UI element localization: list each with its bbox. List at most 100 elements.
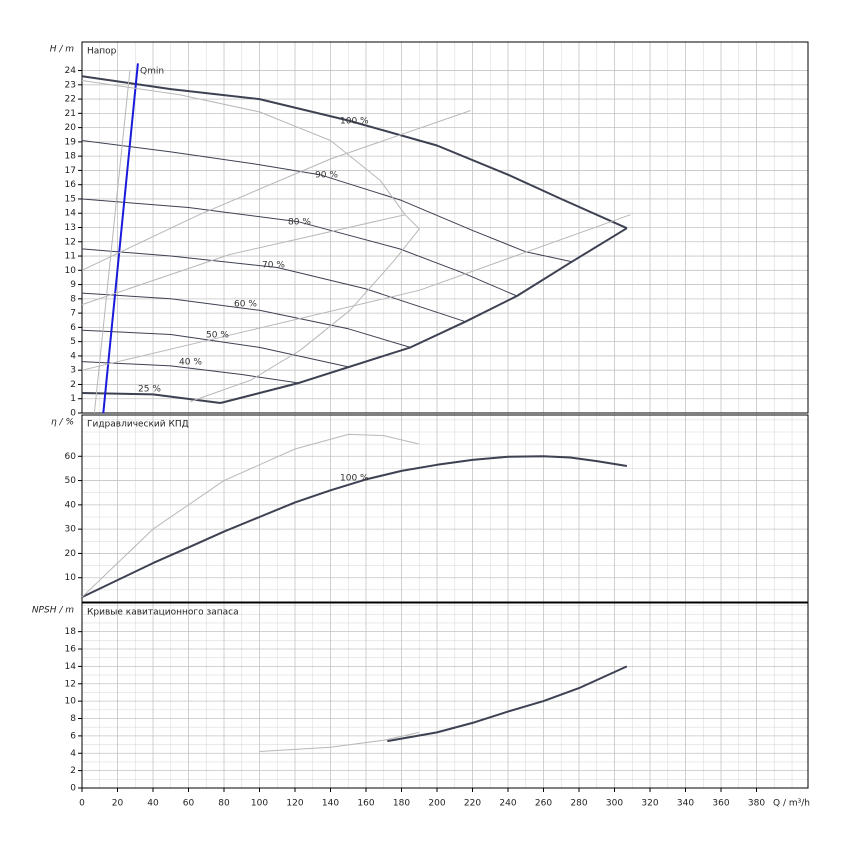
y-tick-label: 60 [65, 452, 77, 462]
y-tick-label: 14 [65, 209, 77, 219]
curve-label: 100 % [340, 117, 369, 127]
x-tick-label: 20 [112, 799, 124, 809]
curve-label: 60 % [234, 300, 257, 310]
y-tick-label: 12 [65, 679, 76, 689]
y-tick-label: 10 [65, 266, 77, 276]
y-tick-label: 16 [65, 180, 77, 190]
y-axis-label: NPSH / m [32, 606, 74, 616]
y-tick-label: 10 [65, 697, 77, 707]
curve [81, 198, 518, 297]
curve [93, 70, 131, 414]
x-tick-label: 80 [218, 799, 230, 809]
y-tick-label: 1 [70, 394, 76, 404]
panel-frame [81, 414, 809, 603]
curve [81, 455, 628, 599]
curve [81, 140, 573, 263]
y-tick-label: 18 [65, 627, 77, 637]
y-tick-label: 4 [70, 749, 76, 759]
y-tick-label: 10 [65, 573, 77, 583]
y-tick-label: 16 [65, 645, 77, 655]
y-tick-label: 6 [70, 731, 76, 741]
x-tick-label: 240 [499, 799, 516, 809]
panel-frame [81, 602, 809, 789]
curve [81, 361, 299, 384]
panel-title: Кривые кавитационного запаса [87, 608, 239, 618]
x-tick-label: 300 [606, 799, 623, 809]
x-tick-label: 40 [147, 799, 159, 809]
x-tick-label: 320 [641, 799, 658, 809]
curve [81, 329, 351, 368]
y-tick-label: 23 [65, 80, 76, 90]
curve [81, 248, 466, 323]
x-tick-label: 0 [79, 799, 85, 809]
x-tick-label: 140 [322, 799, 339, 809]
y-tick-label: 8 [70, 294, 76, 304]
y-tick-label: 30 [65, 525, 77, 535]
x-tick-label: 260 [535, 799, 552, 809]
y-tick-label: 2 [70, 766, 76, 776]
panel-title: Гидравлический КПД [87, 420, 189, 430]
curve [220, 227, 628, 404]
curve [81, 214, 406, 306]
y-axis-label: H / m [50, 45, 75, 55]
y-tick-label: 7 [70, 309, 76, 319]
x-tick-label: 100 [251, 799, 268, 809]
y-tick-label: 15 [65, 194, 76, 204]
curve [81, 75, 628, 230]
x-tick-label: 220 [464, 799, 481, 809]
y-tick-label: 14 [65, 662, 77, 672]
y-tick-label: 0 [70, 409, 76, 419]
x-tick-label: 120 [286, 799, 303, 809]
y-tick-label: 11 [65, 252, 76, 262]
y-tick-label: 8 [70, 714, 76, 724]
curve [259, 731, 420, 752]
y-tick-label: 4 [70, 351, 76, 361]
x-tick-label: 60 [183, 799, 195, 809]
curve [81, 433, 420, 598]
curve [81, 214, 631, 371]
x-tick-label: 160 [357, 799, 374, 809]
y-tick-label: 9 [70, 280, 76, 290]
x-tick-label: 360 [712, 799, 729, 809]
x-axis-label: Q / m³/h [773, 799, 810, 809]
curve-label: 50 % [206, 331, 229, 341]
curve-label: Qmin [140, 67, 164, 77]
curve-label: 80 % [288, 218, 311, 228]
y-tick-label: 19 [65, 137, 77, 147]
y-tick-label: 17 [65, 166, 76, 176]
y-tick-label: 3 [70, 366, 76, 376]
y-tick-label: 50 [65, 476, 77, 486]
curve-label: 100 % [340, 474, 369, 484]
x-tick-label: 180 [393, 799, 410, 809]
x-tick-label: 280 [570, 799, 587, 809]
curve [387, 665, 628, 743]
curve [81, 110, 471, 271]
curve-label: 90 % [315, 171, 338, 181]
panel-title: Напор [87, 47, 117, 57]
curve-label: 25 % [138, 385, 161, 395]
y-tick-label: 20 [65, 549, 77, 559]
y-tick-label: 22 [65, 95, 76, 105]
y-tick-label: 13 [65, 223, 76, 233]
x-tick-label: 380 [748, 799, 765, 809]
y-tick-label: 6 [70, 323, 76, 333]
y-tick-label: 20 [65, 123, 77, 133]
panel-frame [81, 41, 809, 414]
curve [81, 80, 420, 403]
curve-label: 70 % [262, 261, 285, 271]
y-axis-label: η / % [51, 418, 74, 428]
y-tick-label: 21 [65, 109, 76, 119]
x-tick-label: 340 [677, 799, 694, 809]
curve [102, 63, 139, 414]
y-tick-label: 2 [70, 380, 76, 390]
curve [81, 292, 411, 348]
y-tick-label: 0 [70, 784, 76, 794]
y-tick-label: 5 [70, 337, 76, 347]
y-tick-label: 40 [65, 500, 77, 510]
y-tick-label: 24 [65, 66, 77, 76]
y-tick-label: 18 [65, 152, 77, 162]
curve-label: 40 % [179, 358, 202, 368]
y-tick-label: 12 [65, 237, 76, 247]
x-tick-label: 200 [428, 799, 445, 809]
